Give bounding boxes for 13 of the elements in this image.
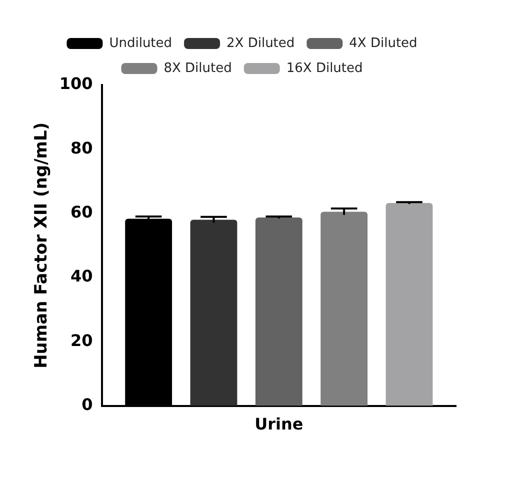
- y-axis-title: Human Factor XII (ng/mL): [32, 122, 52, 368]
- legend-label: 16X Diluted: [286, 60, 363, 76]
- y-tick-label: 100: [59, 74, 93, 94]
- y-tick-label: 80: [70, 138, 93, 158]
- legend-label: Undiluted: [109, 36, 172, 51]
- y-tick-label: 40: [70, 266, 93, 286]
- y-tick-label: 20: [70, 330, 93, 350]
- y-tick-label: 60: [70, 202, 93, 222]
- legend-label: 2X Diluted: [226, 36, 295, 51]
- x-axis-title: Urine: [254, 414, 304, 434]
- legend-label: 8X Diluted: [164, 60, 232, 76]
- y-tick-label: 0: [82, 394, 93, 414]
- legend-label: 4X Diluted: [349, 36, 418, 51]
